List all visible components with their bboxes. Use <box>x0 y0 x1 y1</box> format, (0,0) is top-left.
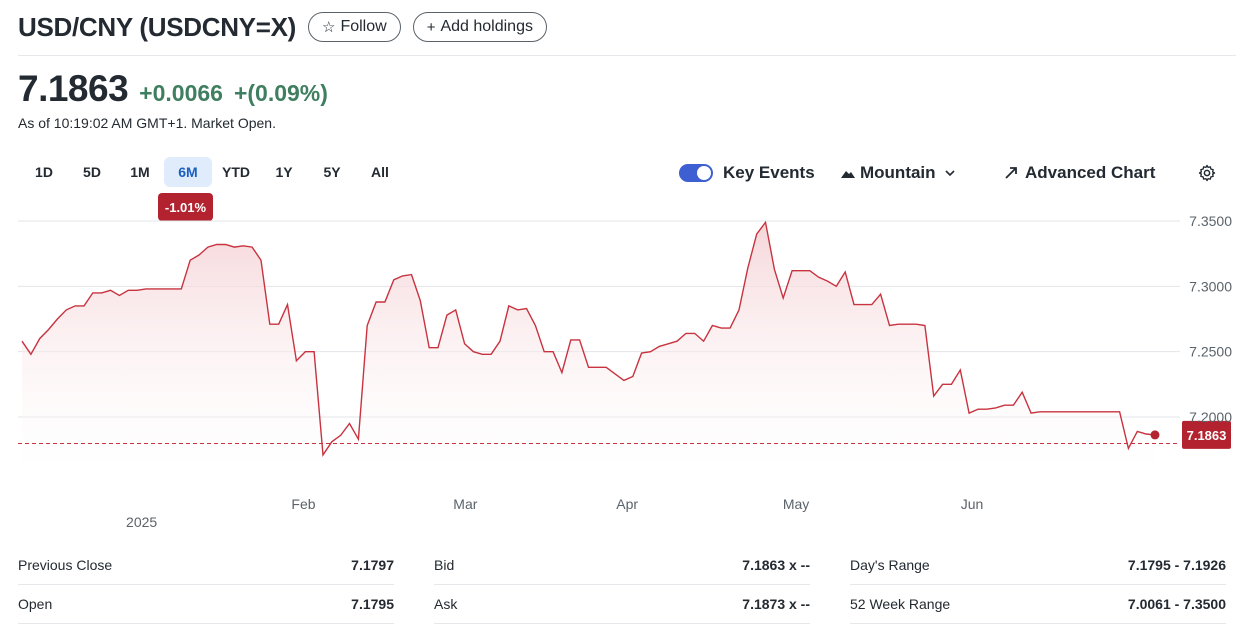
range-tab-1d[interactable]: 1D <box>35 164 53 180</box>
stats-column-left: Previous Close 7.1797 Open 7.1795 <box>18 546 394 624</box>
stats-column-right: Day's Range 7.1795 - 7.1926 52 Week Rang… <box>850 546 1226 624</box>
add-holdings-button[interactable]: + Add holdings <box>412 12 547 42</box>
price-row: 7.1863 +0.0066 +(0.09%) <box>18 68 328 110</box>
add-holdings-label: Add holdings <box>440 18 533 35</box>
x-tick-label: Mar <box>453 496 477 512</box>
range-tab-5y[interactable]: 5Y <box>323 164 341 180</box>
x-tick-label: Apr <box>616 496 638 512</box>
range-tab-1m[interactable]: 1M <box>130 164 150 180</box>
mountain-icon <box>841 171 855 178</box>
follow-label: Follow <box>340 18 387 35</box>
as-of-timestamp: As of 10:19:02 AM GMT+1. Market Open. <box>18 115 276 131</box>
advanced-chart-label: Advanced Chart <box>1025 163 1156 182</box>
gear-icon <box>1198 164 1216 182</box>
stat-bid: Bid 7.1863 x -- <box>434 546 810 585</box>
stat-ask: Ask 7.1873 x -- <box>434 585 810 624</box>
price-change: +0.0066 <box>139 80 223 106</box>
price-chart[interactable]: 7.1863 7.3500 7.3000 7.2500 7.2000 Feb Mar Ap… <box>0 195 1254 540</box>
chart-type-dropdown[interactable]: Mountain <box>840 160 957 186</box>
price-change-percent: +(0.09%) <box>233 80 328 106</box>
page-title: USD/CNY (USDCNY=X) <box>18 11 296 42</box>
x-tick-label: Jun <box>961 496 984 512</box>
star-outline-icon: ☆ <box>322 19 336 36</box>
stat-open: Open 7.1795 <box>18 585 394 624</box>
chevron-down-icon <box>944 170 955 177</box>
stat-days-range: Day's Range 7.1795 - 7.1926 <box>850 546 1226 585</box>
quote-header: USD/CNY (USDCNY=X) ☆ Follow + Add holdin… <box>18 10 547 44</box>
x-tick-label: May <box>783 496 809 512</box>
plus-icon: + <box>426 18 436 36</box>
key-events-toggle[interactable]: Key Events <box>679 160 815 186</box>
advanced-chart-button[interactable]: Advanced Chart <box>1003 160 1155 186</box>
toggle-switch[interactable] <box>679 164 713 182</box>
y-tick-label: 7.3000 <box>1189 278 1232 294</box>
range-tab-all[interactable]: All <box>371 164 389 180</box>
y-tick-label: 7.2500 <box>1189 344 1232 360</box>
range-tab-ytd[interactable]: YTD <box>222 164 250 180</box>
current-price: 7.1863 <box>18 68 129 109</box>
chart-settings-button[interactable] <box>1198 160 1216 186</box>
expand-arrow-icon <box>1005 167 1017 179</box>
last-price-badge: 7.1863 <box>1182 420 1231 449</box>
y-tick-label: 7.3500 <box>1189 213 1232 229</box>
svg-text:7.1863: 7.1863 <box>1187 428 1227 443</box>
stat-52-week-range: 52 Week Range 7.0061 - 7.3500 <box>850 585 1226 624</box>
price-line <box>21 220 1156 457</box>
stats-column-middle: Bid 7.1863 x -- Ask 7.1873 x -- <box>434 546 810 624</box>
year-label: 2025 <box>126 514 157 530</box>
x-tick-label: Feb <box>291 496 315 512</box>
range-tab-5d[interactable]: 5D <box>83 164 101 180</box>
y-tick-label: 7.2000 <box>1189 409 1232 425</box>
last-price-dot <box>1150 430 1160 440</box>
range-tabs: 1D 5D 1M 6M YTD 1Y 5Y All <box>20 157 404 187</box>
key-events-label: Key Events <box>723 163 815 182</box>
stat-previous-close: Previous Close 7.1797 <box>18 546 394 585</box>
range-tab-6m[interactable]: 6M <box>164 157 212 187</box>
range-tab-1y[interactable]: 1Y <box>275 164 293 180</box>
header-divider <box>18 55 1236 56</box>
price-area <box>22 222 1155 470</box>
range-change-badge: -1.01% <box>158 193 213 221</box>
chart-type-label: Mountain <box>860 163 936 182</box>
follow-button[interactable]: ☆ Follow <box>308 12 401 42</box>
